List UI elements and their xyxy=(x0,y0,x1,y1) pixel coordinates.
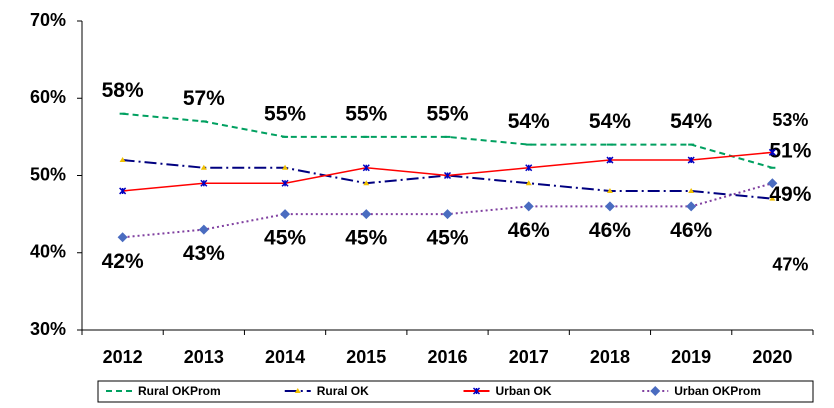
legend-label: Urban OKProm xyxy=(674,384,761,398)
data-label: 42% xyxy=(102,250,144,273)
data-label: 54% xyxy=(670,110,712,133)
data-label: 49% xyxy=(769,183,811,206)
x-tick-label: 2020 xyxy=(752,347,792,367)
point xyxy=(361,209,372,220)
legend-marker xyxy=(294,388,301,393)
data-label: 46% xyxy=(670,219,712,242)
point xyxy=(525,164,533,172)
point xyxy=(769,195,776,201)
data-label: 45% xyxy=(345,227,387,250)
y-tick-label: 60% xyxy=(30,87,66,107)
point xyxy=(687,156,695,164)
y-tick-label: 70% xyxy=(30,10,66,30)
y-tick-label: 40% xyxy=(30,242,66,262)
data-label: 58% xyxy=(102,79,144,102)
point xyxy=(200,179,208,187)
data-label: 51% xyxy=(769,139,811,162)
point xyxy=(282,164,289,170)
data-label: 47% xyxy=(772,254,808,274)
x-tick-label: 2013 xyxy=(184,347,224,367)
point xyxy=(442,209,453,220)
point xyxy=(523,201,534,212)
legend-label: Urban OK xyxy=(496,384,552,398)
legend-marker xyxy=(472,387,481,395)
point xyxy=(281,179,289,187)
x-tick-label: 2015 xyxy=(346,347,386,367)
data-label: 54% xyxy=(589,110,631,133)
y-tick-label: 50% xyxy=(30,164,66,184)
point xyxy=(606,187,613,193)
data-label: 45% xyxy=(264,227,306,250)
data-label: 45% xyxy=(426,227,468,250)
x-tick-label: 2014 xyxy=(265,347,305,367)
point xyxy=(363,180,370,186)
legend-marker xyxy=(650,386,661,396)
data-label: 57% xyxy=(183,87,225,110)
point xyxy=(686,201,697,212)
data-label: 55% xyxy=(345,102,387,125)
x-tick-label: 2019 xyxy=(671,347,711,367)
data-label: 43% xyxy=(183,242,225,265)
point xyxy=(119,157,126,163)
legend-label: Rural OK xyxy=(317,384,369,398)
point xyxy=(362,164,370,172)
point xyxy=(688,187,695,193)
legend-box xyxy=(97,380,814,403)
series-line xyxy=(122,151,773,192)
data-label: 53% xyxy=(772,110,808,130)
point xyxy=(604,201,615,212)
data-label: 54% xyxy=(508,110,550,133)
x-tick-label: 2018 xyxy=(590,347,630,367)
data-label: 55% xyxy=(426,102,468,125)
point xyxy=(525,180,532,186)
point xyxy=(767,178,778,189)
point xyxy=(119,187,127,195)
point xyxy=(117,232,128,243)
y-tick-label: 30% xyxy=(30,319,66,339)
point xyxy=(200,164,207,170)
point xyxy=(606,156,614,164)
point xyxy=(280,209,291,220)
x-tick-label: 2017 xyxy=(509,347,549,367)
point xyxy=(443,171,452,180)
series-line xyxy=(122,112,773,169)
series-line xyxy=(122,159,773,200)
data-label: 46% xyxy=(508,219,550,242)
x-tick-label: 2012 xyxy=(103,347,143,367)
data-label: 55% xyxy=(264,102,306,125)
data-label: 46% xyxy=(589,219,631,242)
x-tick-label: 2016 xyxy=(427,347,467,367)
point xyxy=(768,148,776,156)
legend-label: Rural OKProm xyxy=(138,384,221,398)
point xyxy=(198,224,209,235)
